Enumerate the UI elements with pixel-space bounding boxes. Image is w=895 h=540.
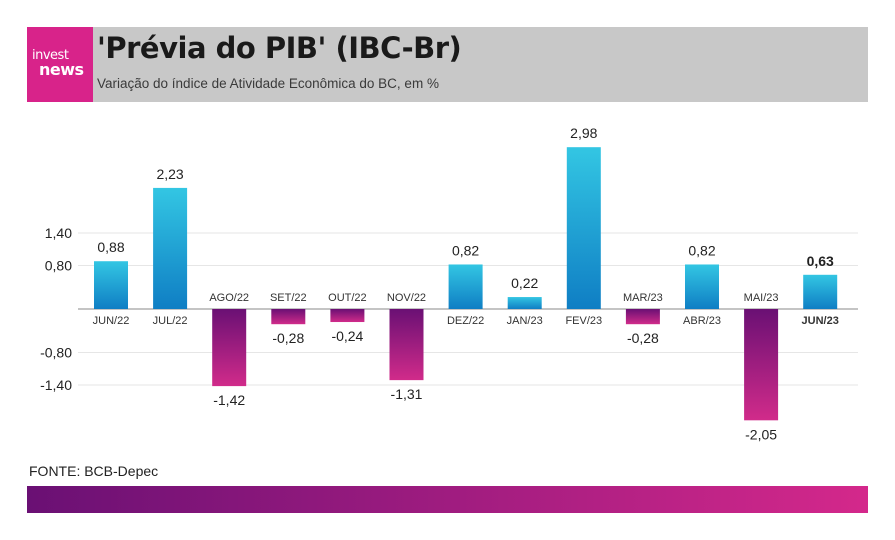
bar [271, 309, 306, 325]
bar [94, 261, 128, 309]
investnews-logo: invest news [27, 27, 93, 102]
bar [212, 309, 247, 387]
x-tick-label: ABR/23 [683, 315, 721, 327]
bar [153, 187, 188, 309]
y-tick-label: -0,80 [40, 344, 72, 360]
x-tick-label: JAN/23 [507, 315, 543, 327]
data-label: -1,31 [391, 386, 423, 402]
bar [803, 274, 838, 309]
bar [507, 297, 542, 309]
bar [625, 309, 660, 325]
labels: 1,40 0,80 -0,80 -1,40 0,88 JUN/22 2,23 JUL/22 -1… [40, 125, 839, 442]
bar [448, 264, 483, 309]
bar [566, 147, 601, 309]
data-label: -0,28 [272, 330, 304, 346]
x-tick-label: JUL/22 [153, 315, 188, 327]
y-tick-label: -1,40 [40, 377, 72, 393]
x-tick-label: JUN/22 [93, 315, 130, 327]
bar [744, 309, 779, 421]
data-label: 2,23 [156, 166, 183, 182]
logo-text-bottom: news [39, 60, 84, 79]
x-tick-label: MAR/23 [623, 292, 663, 304]
data-label: 0,82 [452, 242, 479, 258]
source-note: FONTE: BCB-Depec [29, 463, 159, 479]
x-tick-label: OUT/22 [328, 292, 367, 304]
data-label: -2,05 [745, 426, 777, 442]
x-tick-label: AGO/22 [209, 292, 249, 304]
footer-bar [27, 486, 868, 513]
chart-subtitle: Variação do índice de Atividade Econômic… [97, 76, 439, 91]
data-label: 0,22 [511, 275, 538, 291]
x-tick-label: JUN/23 [802, 315, 839, 327]
bar [330, 309, 365, 323]
data-label: -0,24 [331, 328, 363, 344]
x-tick-label: SET/22 [270, 292, 307, 304]
x-tick-label: MAI/23 [744, 292, 779, 304]
bars [94, 147, 838, 421]
y-tick-label: 1,40 [45, 225, 72, 241]
data-label: -1,42 [213, 392, 245, 408]
bar [389, 309, 424, 381]
data-label: 2,98 [570, 125, 597, 141]
bar [685, 264, 719, 309]
data-label: 0,88 [97, 239, 124, 255]
data-label: -0,28 [627, 330, 659, 346]
chart-title: 'Prévia do PIB' (IBC-Br) [97, 31, 462, 65]
chart-header: invest news 'Prévia do PIB' (IBC-Br) Var… [27, 27, 868, 102]
y-tick-label: 0,80 [45, 258, 72, 274]
x-tick-label: NOV/22 [387, 292, 426, 304]
x-tick-label: FEV/23 [565, 315, 602, 327]
data-label: 0,63 [807, 253, 834, 269]
data-label: 0,82 [688, 242, 715, 258]
x-tick-label: DEZ/22 [447, 315, 484, 327]
logo-text-top: invest [32, 48, 69, 63]
